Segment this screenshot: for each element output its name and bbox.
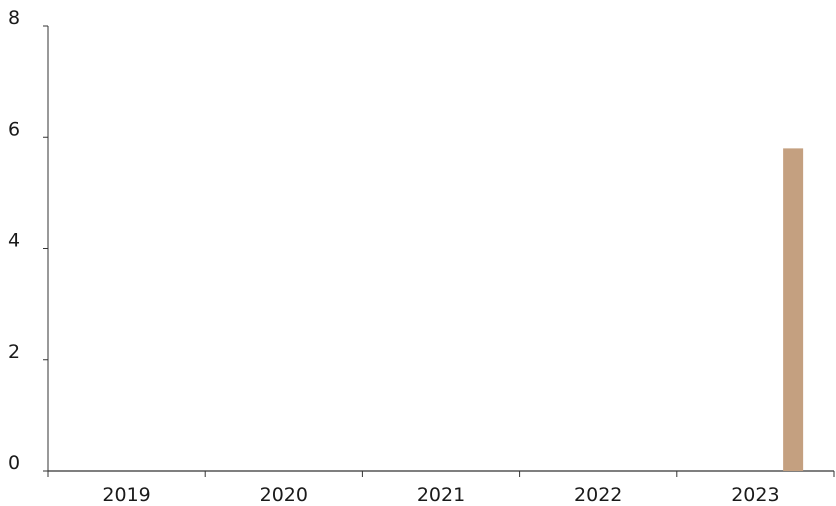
bar-2023 (783, 148, 804, 471)
x-tick-label: 2022 (574, 484, 622, 506)
bars (783, 148, 804, 471)
y-tick-label: 6 (8, 118, 20, 140)
x-axis: 2019 2020 2021 2022 2023 (47, 470, 835, 506)
x-tick-label: 2021 (417, 484, 465, 506)
y-tick-label: 0 (8, 452, 20, 474)
x-tick-label: 2023 (731, 484, 779, 506)
y-tick-label: 2 (8, 341, 20, 363)
y-tick-label: 4 (8, 230, 20, 252)
x-tick-label: 2020 (260, 484, 308, 506)
y-tick-label: 8 (8, 7, 20, 29)
y-axis: 0 2 4 6 8 (8, 7, 49, 474)
x-tick-label: 2019 (102, 484, 150, 506)
